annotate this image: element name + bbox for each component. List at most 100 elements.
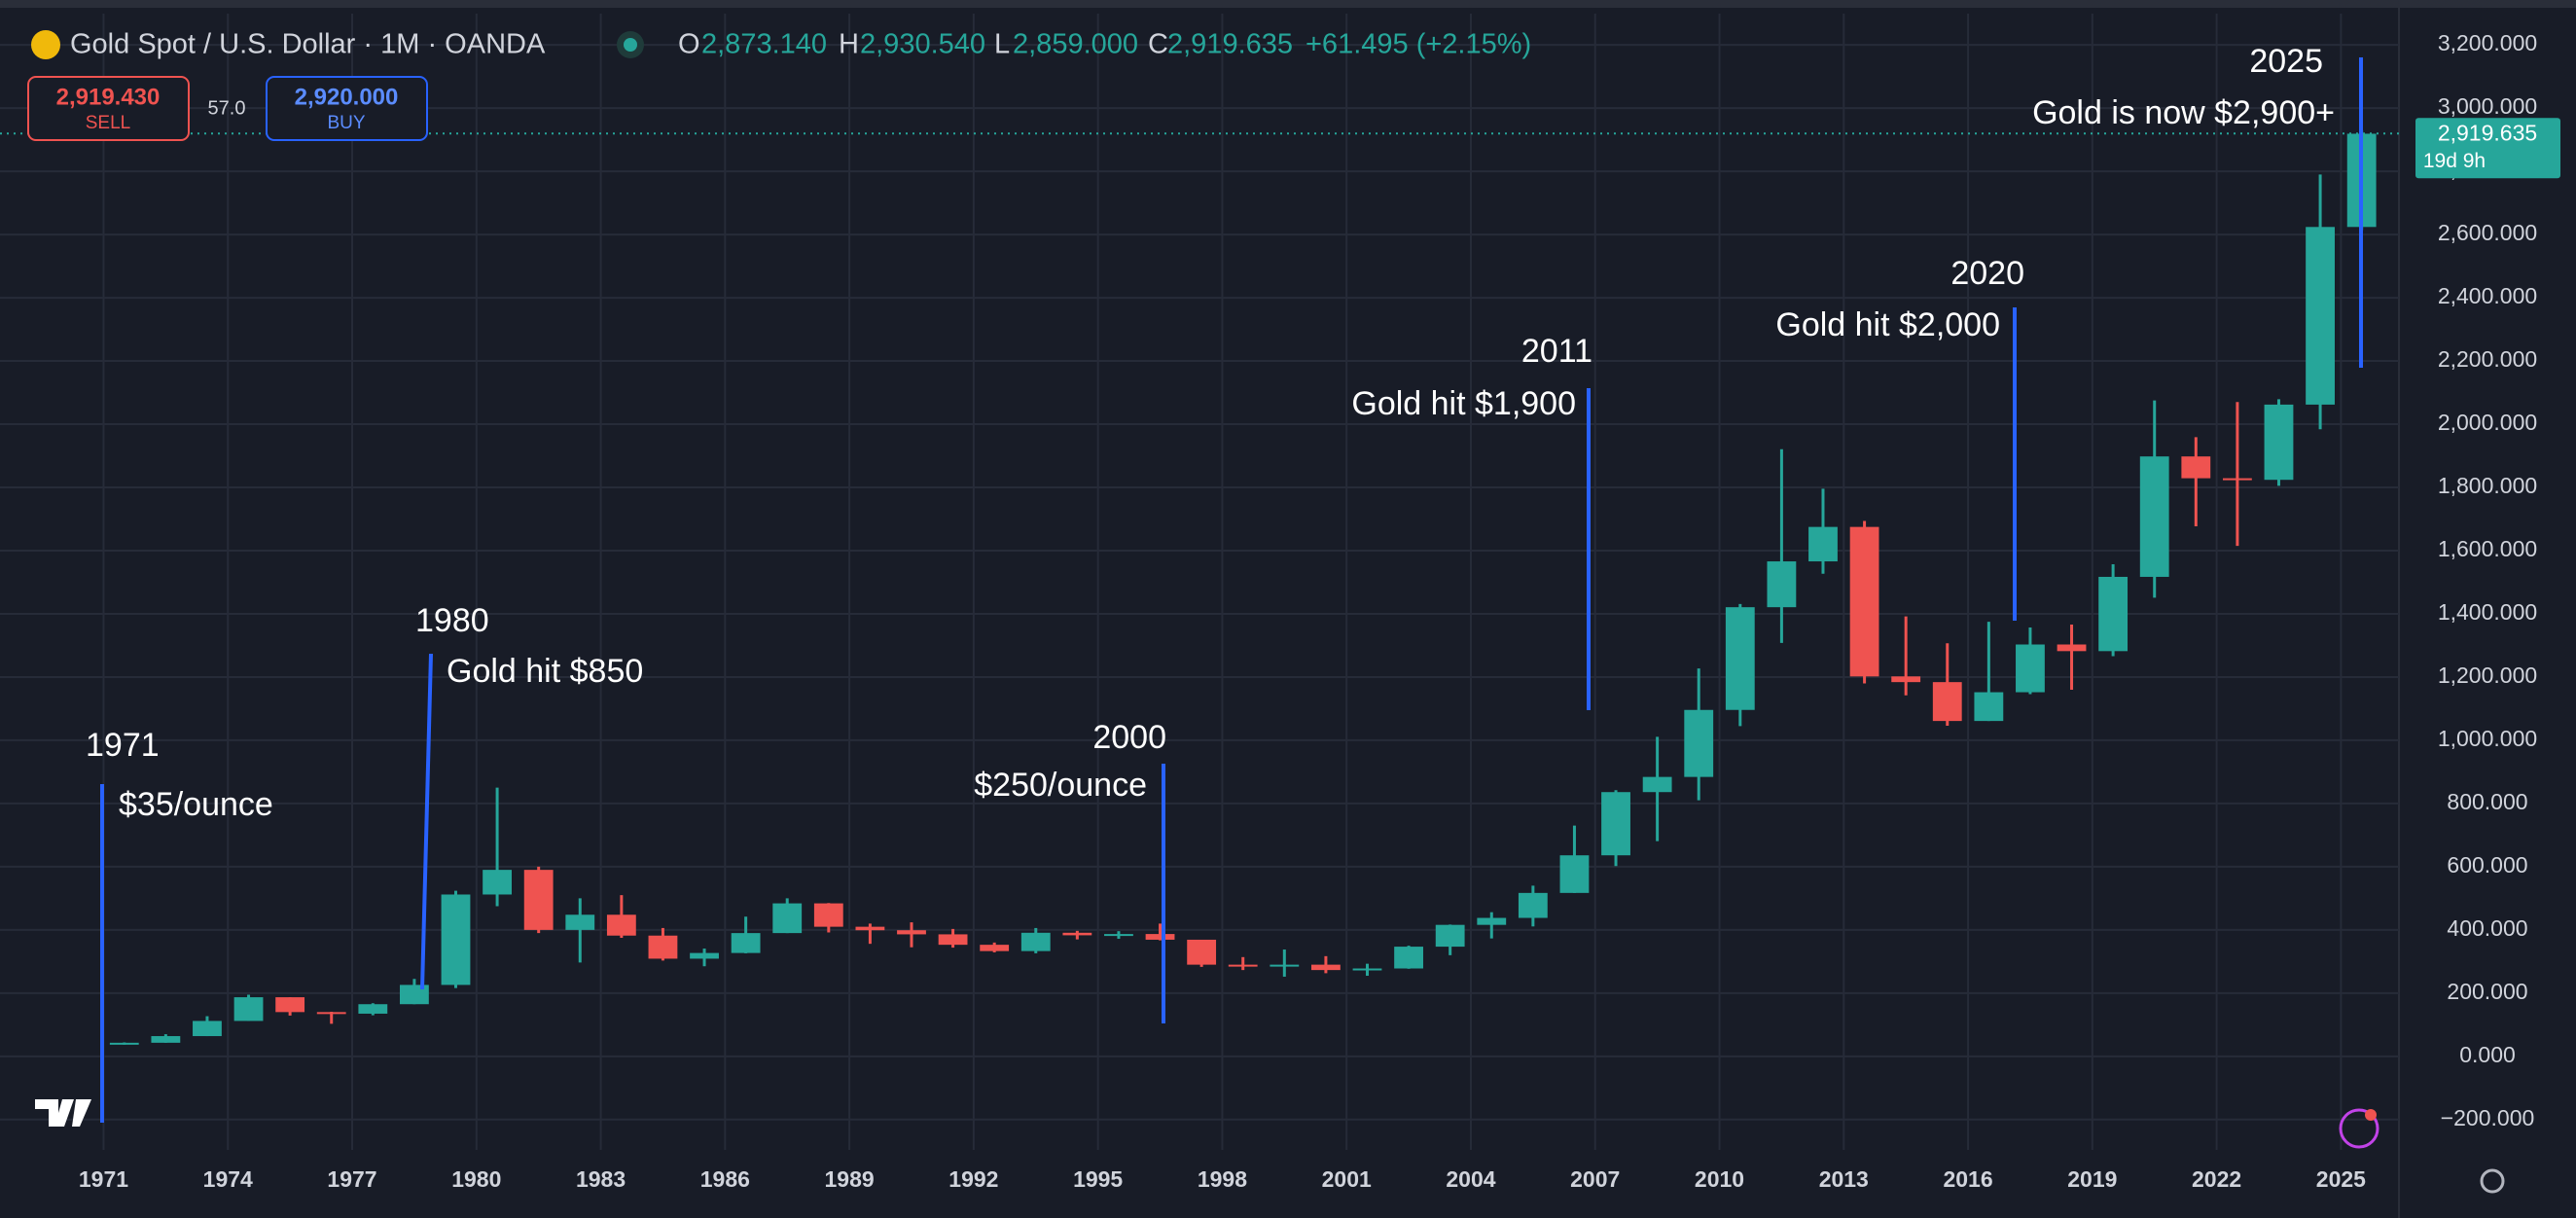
annotation-year: 2011 [1521, 333, 1592, 370]
candle-body [2016, 644, 2045, 693]
candle-body [1228, 964, 1258, 967]
x-tick-label: 1971 [79, 1166, 128, 1192]
candle-body [1352, 968, 1382, 971]
x-tick-label: 2022 [2192, 1166, 2241, 1192]
sell-label: SELL [86, 113, 130, 133]
candle-body [772, 903, 803, 934]
y-tick-label: 200.000 [2447, 979, 2527, 1004]
candle-body [813, 903, 843, 927]
x-tick-label: 1995 [1073, 1166, 1123, 1192]
x-tick-label: 1983 [576, 1166, 626, 1192]
open-value: 2,873.140 [701, 29, 827, 60]
x-tick-label: 1998 [1198, 1166, 1247, 1192]
candle-body [275, 997, 305, 1013]
low-label: L [994, 29, 1010, 60]
spread: 57.0 [208, 97, 246, 119]
candle-body [1725, 607, 1755, 710]
candle-body [1932, 682, 1962, 722]
candle-body [1559, 855, 1590, 893]
y-tick-label: 2,400.000 [2438, 283, 2537, 308]
annotation-year: 2025 [2249, 43, 2323, 80]
candle-body [1062, 932, 1092, 936]
buy-label: BUY [327, 113, 365, 133]
y-tick-label: 2,200.000 [2438, 346, 2537, 372]
candle-body [2057, 644, 2087, 652]
candle-body [2306, 227, 2335, 405]
candle-body [441, 894, 471, 985]
candle-body [1518, 892, 1548, 918]
candle-body [2264, 404, 2294, 481]
buy-button[interactable] [266, 76, 428, 141]
y-tick-label: 400.000 [2447, 915, 2527, 941]
candle-body [1974, 692, 2004, 722]
annotation-year: 2020 [1950, 255, 2024, 292]
status-dot [624, 38, 637, 52]
assistant-icon[interactable] [2339, 1108, 2379, 1149]
close-value: 2,919.635 [1167, 29, 1293, 60]
logo-mark [35, 1099, 91, 1127]
y-tick-label: 1,600.000 [2438, 536, 2537, 561]
candle-body [1187, 939, 1217, 965]
low-value: 2,859.000 [1013, 29, 1138, 60]
candle-body [1394, 947, 1423, 969]
annotation-text: $250/ounce [974, 767, 1147, 804]
y-tick-label: −200.000 [2441, 1105, 2535, 1130]
top-border [0, 0, 2576, 8]
grid [0, 14, 2399, 1150]
annotation-line [420, 653, 433, 990]
last-price-box [2415, 118, 2560, 179]
candle-body [1104, 934, 1133, 937]
x-tick-label: 2007 [1570, 1166, 1620, 1192]
x-tick-label: 2025 [2316, 1166, 2366, 1192]
logo [35, 1099, 91, 1127]
x-tick-label: 2019 [2067, 1166, 2117, 1192]
settings-icon[interactable] [2480, 1168, 2505, 1194]
candle-body [233, 997, 264, 1021]
notification-dot [2365, 1109, 2377, 1121]
x-tick-label: 1977 [327, 1166, 376, 1192]
annotation-text: $35/ounce [119, 786, 273, 823]
annotations: 1971 $35/ounce 1980 Gold hit $850 2000 $… [86, 43, 2363, 1123]
x-tick-label: 1974 [203, 1166, 253, 1192]
y-tick-label: 2,600.000 [2438, 220, 2537, 245]
x-tick-label: 1980 [451, 1166, 501, 1192]
candle-body [1601, 792, 1630, 856]
candle-body [1310, 964, 1341, 971]
candle-body [1808, 526, 1838, 562]
candle-body [1145, 934, 1175, 940]
candle-body [980, 945, 1010, 951]
x-tick-label: 2001 [1322, 1166, 1372, 1192]
annotation-year: 2000 [1092, 719, 1166, 756]
high-value: 2,930.540 [860, 29, 985, 60]
y-tick-label: 3,000.000 [2438, 93, 2537, 119]
annotation-text: Gold hit $850 [447, 653, 643, 690]
buy-price: 2,920.000 [295, 84, 399, 110]
symbol: Gold Spot / U.S. Dollar · 1M · OANDA [70, 29, 546, 60]
change: +61.495 (+2.15%) [1306, 29, 1531, 60]
annotation-year: 1980 [415, 602, 489, 639]
candle-body [690, 952, 719, 959]
x-tick-label: 2013 [1819, 1166, 1869, 1192]
candle-body [316, 1012, 346, 1015]
y-tick-label: 600.000 [2447, 852, 2527, 878]
x-tick-label: 1989 [825, 1166, 875, 1192]
candle-body [1020, 932, 1051, 951]
x-tick-label: 1992 [948, 1166, 998, 1192]
candle-body [523, 870, 554, 930]
sell-button[interactable] [27, 76, 190, 141]
candle-body [731, 933, 761, 953]
y-tick-label: 1,000.000 [2438, 726, 2537, 751]
candle-body [606, 914, 636, 936]
candle-body [2098, 576, 2129, 652]
candle-body [193, 1021, 222, 1037]
axes: −200.000 0.000 200.000 400.000 600.000 800.00… [0, 30, 2560, 1192]
candles [109, 129, 2377, 1045]
y-tick-label: 0.000 [2459, 1042, 2516, 1067]
candle-body [1849, 526, 1879, 677]
candle-body [2139, 456, 2169, 577]
x-tick-label: 2016 [1943, 1166, 1992, 1192]
candle-body [109, 1042, 139, 1045]
x-tick-label: 2010 [1695, 1166, 1744, 1192]
candle-body [897, 930, 926, 935]
high-label: H [839, 29, 859, 60]
